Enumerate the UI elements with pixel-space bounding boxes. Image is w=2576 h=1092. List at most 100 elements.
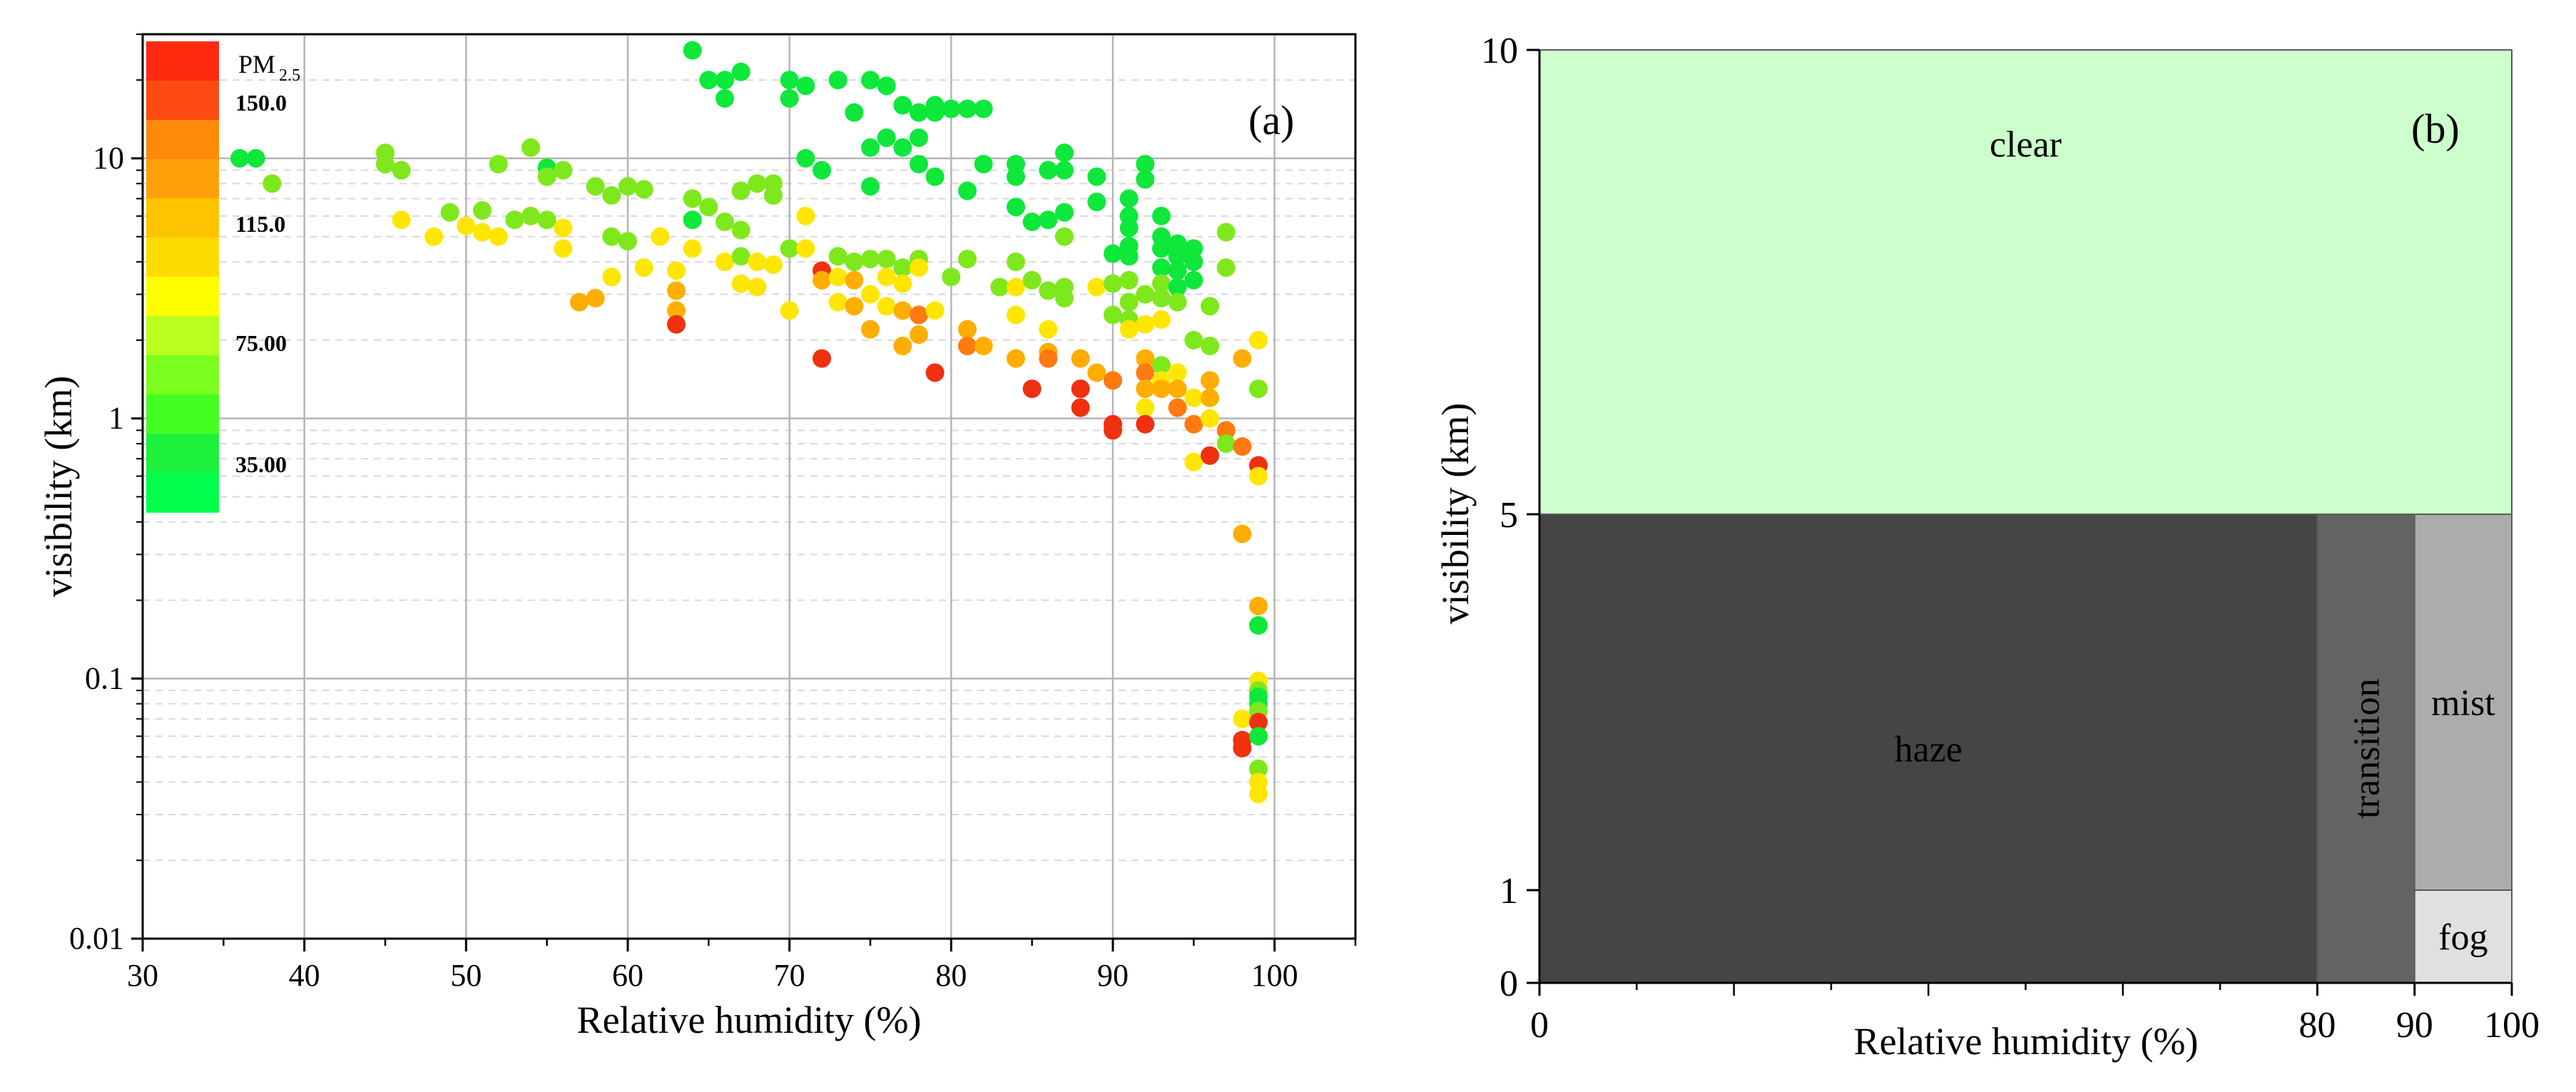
data-point xyxy=(1249,616,1268,635)
data-point xyxy=(1087,277,1106,297)
data-point xyxy=(1184,270,1203,290)
panel-a-y-axis-title: visibility (km) xyxy=(37,376,80,598)
data-point xyxy=(392,160,411,180)
data-point xyxy=(748,174,767,193)
data-point xyxy=(1152,379,1171,399)
data-point xyxy=(1249,330,1268,349)
data-point xyxy=(699,198,718,217)
data-point xyxy=(1201,371,1219,390)
data-point xyxy=(1022,213,1042,232)
data-point xyxy=(958,181,977,200)
data-point xyxy=(861,250,880,269)
data-point xyxy=(748,277,767,297)
data-point xyxy=(457,216,476,235)
data-point xyxy=(1071,398,1090,417)
data-point xyxy=(910,258,928,277)
data-point xyxy=(893,96,912,115)
colorbar-segment xyxy=(146,81,219,121)
data-point xyxy=(246,148,265,168)
data-point xyxy=(1119,292,1139,312)
data-point xyxy=(925,103,945,122)
data-point xyxy=(602,227,621,246)
data-point xyxy=(893,258,912,277)
colorbar-segment xyxy=(146,434,219,474)
data-point xyxy=(1233,349,1252,368)
y-tick-label: 0.1 xyxy=(85,660,124,695)
colorbar-segment xyxy=(146,316,219,356)
data-point xyxy=(764,255,783,275)
data-point xyxy=(796,239,815,258)
data-point xyxy=(521,206,540,225)
panel-b-y-axis-title: visibility (km) xyxy=(1434,403,1477,625)
region-label-mist: mist xyxy=(2431,683,2495,724)
x-tick-label: 30 xyxy=(127,958,158,993)
data-point xyxy=(813,349,831,368)
data-point xyxy=(861,285,880,304)
data-point xyxy=(1119,218,1139,238)
data-point xyxy=(1087,193,1106,212)
data-point xyxy=(1233,437,1252,456)
data-point xyxy=(910,103,928,122)
data-point xyxy=(1184,388,1203,407)
data-point xyxy=(731,274,750,293)
data-point xyxy=(845,270,864,290)
data-point xyxy=(1119,247,1139,266)
data-point xyxy=(1104,305,1122,325)
panel-b-x-axis-title: Relative humidity (%) xyxy=(1854,1020,2199,1063)
y-tick-label: 10 xyxy=(1481,31,1518,71)
data-point xyxy=(716,88,734,108)
data-point xyxy=(1152,239,1171,258)
data-point xyxy=(1216,434,1236,454)
data-point xyxy=(845,252,864,272)
data-point xyxy=(958,320,977,339)
data-point xyxy=(796,76,815,96)
data-point xyxy=(974,337,993,356)
data-point xyxy=(392,210,411,230)
data-point xyxy=(651,227,670,246)
data-point xyxy=(925,167,945,186)
data-point xyxy=(893,301,912,320)
data-point xyxy=(1039,210,1058,230)
data-point xyxy=(667,261,686,280)
data-point xyxy=(958,337,977,356)
data-point xyxy=(828,292,847,312)
data-point xyxy=(731,247,750,266)
region-haze xyxy=(1539,514,2318,984)
colorbar-segment xyxy=(146,394,219,434)
region-fog xyxy=(2413,889,2513,984)
data-point xyxy=(1055,227,1074,246)
y-tick-label: 5 xyxy=(1500,495,1518,536)
data-point xyxy=(537,210,556,230)
data-point xyxy=(602,267,621,287)
data-point xyxy=(1104,274,1122,293)
data-point xyxy=(1104,371,1122,390)
data-point xyxy=(1022,379,1042,399)
colorbar-tick-label: 150.0 xyxy=(235,90,287,116)
data-point xyxy=(667,281,686,300)
data-point xyxy=(1104,421,1122,440)
colorbar-segment xyxy=(146,473,219,513)
data-point xyxy=(1249,713,1268,732)
data-point xyxy=(1136,414,1155,434)
data-point xyxy=(1136,155,1155,174)
panel-a-ticks: 30 40 50 60 70 80 90 100 0.01 0.1 1 10 xyxy=(69,34,1357,993)
colorbar-tick-label: 115.0 xyxy=(235,211,285,237)
data-point xyxy=(1249,596,1268,616)
data-point xyxy=(1184,414,1203,434)
data-point xyxy=(618,177,637,196)
data-point xyxy=(1039,281,1058,300)
data-point xyxy=(813,270,831,290)
panel-a-points xyxy=(230,41,1268,804)
data-point xyxy=(1184,452,1203,471)
data-point xyxy=(554,160,573,180)
colorbar-segment xyxy=(146,277,219,317)
data-point xyxy=(748,252,767,272)
data-point xyxy=(1007,277,1025,297)
data-point xyxy=(731,181,750,200)
x-tick-label: 50 xyxy=(450,958,482,993)
data-point xyxy=(1184,239,1203,258)
data-point xyxy=(1152,274,1171,293)
colorbar-title-sub: 2.5 xyxy=(279,66,300,85)
data-point xyxy=(942,99,961,118)
data-point xyxy=(1119,320,1139,339)
